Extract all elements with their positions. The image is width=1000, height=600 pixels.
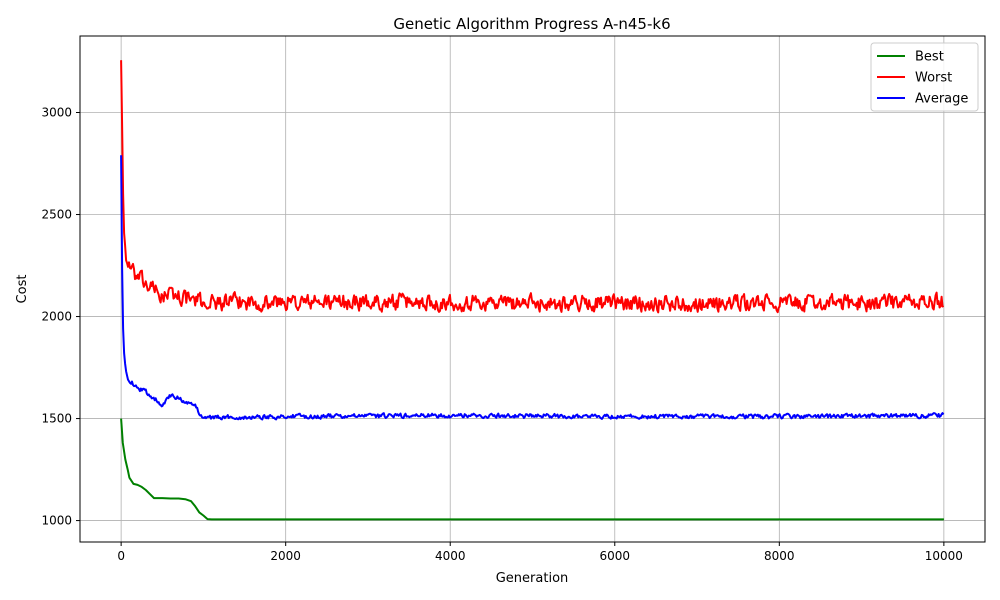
- x-tick-label: 4000: [435, 549, 466, 563]
- x-axis-label: Generation: [496, 571, 569, 586]
- y-tick-label: 1500: [41, 412, 72, 426]
- legend-label: Best: [915, 50, 944, 65]
- y-axis: 1000 1500 2000 2500 3000: [41, 106, 80, 528]
- x-tick-label: 8000: [764, 549, 795, 563]
- y-tick-label: 2000: [41, 310, 72, 324]
- x-tick-label: 0: [117, 549, 125, 563]
- x-tick-label: 6000: [599, 549, 630, 563]
- x-tick-label: 2000: [270, 549, 301, 563]
- series-layer: [120, 60, 945, 521]
- legend-box: [870, 42, 979, 112]
- x-axis: 0 2000 4000 6000 8000 10000: [117, 542, 963, 563]
- series-line-average: [120, 155, 945, 421]
- plot-frame: [79, 35, 986, 543]
- y-axis-label: Cost: [15, 275, 30, 304]
- series-line-worst: [120, 60, 945, 314]
- y-tick-label: 1000: [41, 514, 72, 528]
- y-tick-label: 3000: [41, 106, 72, 120]
- y-tick-label: 2500: [41, 208, 72, 222]
- chart-title: Genetic Algorithm Progress A-n45-k6: [393, 15, 670, 33]
- grid: [80, 36, 985, 542]
- legend-label: Average: [915, 92, 968, 107]
- x-tick-label: 10000: [925, 549, 963, 563]
- series-line-best: [120, 418, 944, 521]
- legend: Best Worst Average: [870, 42, 979, 112]
- legend-label: Worst: [915, 71, 952, 86]
